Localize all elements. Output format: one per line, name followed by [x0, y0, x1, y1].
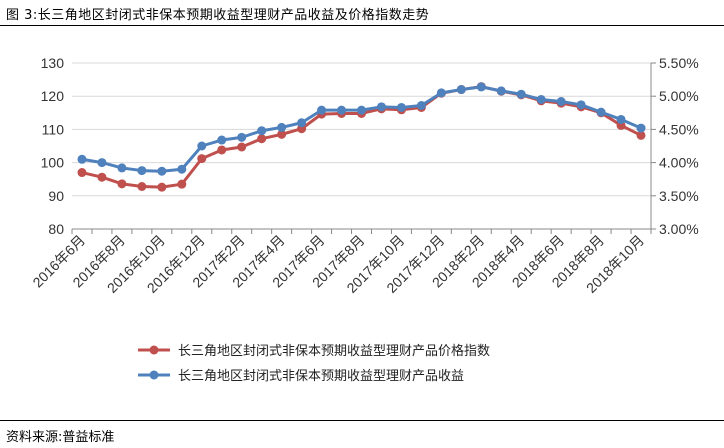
series-2-point	[396, 102, 406, 112]
series-2-point	[237, 132, 247, 142]
series-2-point	[556, 97, 566, 107]
series-2-point	[436, 88, 446, 98]
series-2-point	[536, 95, 546, 105]
left-tick-label: 80	[48, 221, 64, 237]
series-1-point	[137, 182, 147, 192]
legend: 长三角地区封闭式非保本预期收益型理财产品价格指数长三角地区封闭式非保本预期收益型…	[138, 343, 490, 384]
series-1-point	[77, 168, 87, 178]
legend-marker-1	[149, 345, 159, 355]
series-2-point	[117, 163, 127, 173]
series-2-point	[337, 105, 347, 115]
axes	[71, 62, 656, 234]
series-1-point	[257, 134, 267, 144]
grid-lines	[72, 62, 651, 197]
series-2-point	[576, 100, 586, 110]
series-2-point	[257, 126, 267, 136]
series-1-point	[237, 142, 247, 152]
source-divider	[0, 420, 724, 421]
series-2-point	[496, 86, 506, 96]
series-2-point	[77, 154, 87, 164]
left-tick-label: 90	[48, 188, 64, 204]
series-1-point	[177, 179, 187, 189]
left-tick-label: 100	[41, 155, 65, 171]
left-tick-label: 130	[41, 55, 65, 71]
right-axis-ticks: 3.00% 3.50% 4.00% 4.50% 5.00% 5.50%	[659, 55, 699, 237]
series-2-point	[357, 105, 366, 115]
series-1-point	[277, 129, 287, 139]
series-2-point	[476, 82, 486, 92]
left-tick-label: 120	[41, 88, 65, 104]
title-divider	[0, 25, 724, 26]
series-2-point	[277, 122, 287, 132]
x-axis-ticks: 2016年6月2016年8月2016年10月2016年12月2017年2月201…	[29, 232, 647, 296]
left-tick-label: 110	[42, 121, 65, 137]
series-2-point	[177, 164, 187, 174]
series-2-point	[596, 107, 606, 117]
series-1-point	[117, 179, 127, 189]
right-tick-label: 3.50%	[659, 188, 699, 204]
chart-title: 图 3:长三角地区封闭式非保本预期收益型理财产品收益及价格指数走势	[6, 8, 430, 23]
series-2-point	[217, 135, 227, 145]
series-2-point	[416, 100, 426, 110]
series-layer	[77, 82, 646, 192]
series-2-point	[297, 118, 307, 128]
series-1-point	[636, 130, 646, 140]
series-2-point	[636, 123, 646, 133]
series-2-point	[376, 102, 386, 112]
series-2-point	[516, 89, 526, 99]
legend-label-1: 长三角地区封闭式非保本预期收益型理财产品价格指数	[178, 343, 490, 359]
series-2-point	[616, 114, 626, 124]
series-1-point	[97, 172, 107, 182]
right-tick-label: 4.00%	[659, 155, 699, 171]
source-note: 资料来源:普益标准	[6, 430, 115, 445]
left-axis-ticks: 80 90 100 110 120 130	[41, 55, 65, 237]
series-2-point	[97, 158, 107, 168]
right-tick-label: 3.00%	[659, 221, 699, 237]
series-2-point	[157, 166, 167, 176]
series-1-point	[157, 182, 167, 192]
legend-marker-2	[149, 370, 159, 380]
legend-label-2: 长三角地区封闭式非保本预期收益型理财产品收益	[178, 369, 464, 384]
series-2-point	[197, 141, 207, 151]
series-1-point	[217, 145, 227, 155]
series-2-point	[456, 85, 466, 95]
series-2-point	[137, 166, 147, 176]
series-2-point	[317, 105, 327, 115]
right-tick-label: 4.50%	[659, 121, 699, 137]
series-1-point	[197, 154, 207, 164]
right-tick-label: 5.50%	[659, 55, 699, 71]
right-tick-label: 5.00%	[659, 88, 699, 104]
